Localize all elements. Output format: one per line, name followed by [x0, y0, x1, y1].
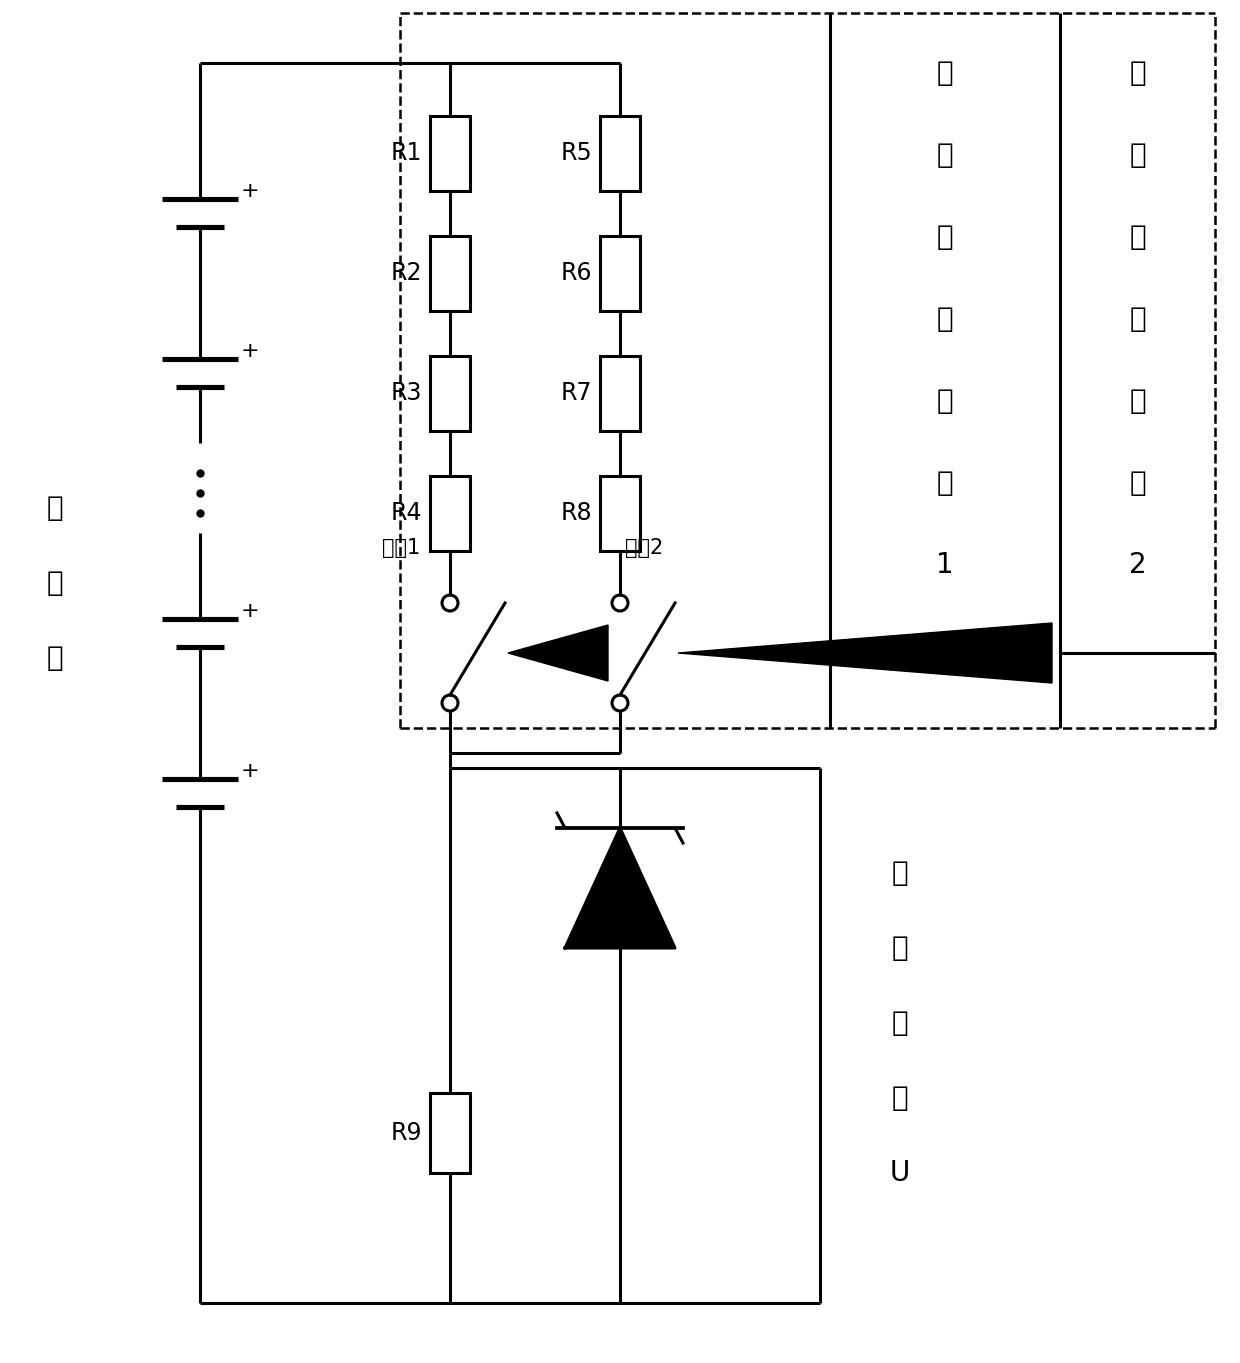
Text: 信: 信 [936, 387, 954, 414]
Polygon shape [508, 626, 608, 682]
Bar [430, 476, 470, 551]
Text: 压: 压 [892, 1084, 909, 1112]
Polygon shape [565, 827, 675, 949]
Text: 辑: 辑 [1130, 140, 1146, 169]
Text: 制: 制 [1130, 305, 1146, 333]
Text: 1: 1 [936, 551, 954, 579]
Text: 号: 号 [1130, 469, 1146, 497]
Text: +: + [241, 181, 259, 200]
Bar [430, 236, 470, 311]
Bar [600, 356, 640, 431]
Text: R8: R8 [560, 502, 591, 525]
Text: 信: 信 [1130, 387, 1146, 414]
Text: 制: 制 [936, 305, 954, 333]
Text: R6: R6 [560, 260, 591, 285]
Text: R3: R3 [391, 382, 422, 405]
Bar [600, 116, 640, 191]
Text: 组: 组 [47, 643, 63, 672]
Text: 电: 电 [892, 1009, 909, 1037]
Text: 2: 2 [1128, 551, 1146, 579]
Text: 号: 号 [936, 469, 954, 497]
Text: 控: 控 [1130, 224, 1146, 251]
Text: 逻: 逻 [936, 59, 954, 87]
Text: R9: R9 [391, 1120, 422, 1145]
Text: 辑: 辑 [936, 140, 954, 169]
Bar [600, 236, 640, 311]
Bar [430, 1093, 470, 1174]
Text: 电: 电 [47, 493, 63, 522]
Text: 开关2: 开关2 [625, 538, 663, 557]
Text: R7: R7 [560, 382, 591, 405]
Text: R4: R4 [391, 502, 422, 525]
Text: 池: 池 [47, 568, 63, 597]
Text: +: + [241, 341, 259, 361]
Text: R2: R2 [391, 260, 422, 285]
Text: 采: 采 [892, 859, 909, 887]
Text: 逻: 逻 [1130, 59, 1146, 87]
Text: R1: R1 [391, 140, 422, 165]
Text: +: + [241, 601, 259, 622]
Text: U: U [890, 1159, 910, 1187]
Text: 控: 控 [936, 224, 954, 251]
Bar [600, 476, 640, 551]
Bar [430, 116, 470, 191]
Polygon shape [678, 623, 1052, 683]
Bar [430, 356, 470, 431]
Text: R5: R5 [560, 140, 591, 165]
Text: 样: 样 [892, 934, 909, 962]
Text: 开关1: 开关1 [382, 538, 420, 557]
Text: +: + [241, 761, 259, 781]
